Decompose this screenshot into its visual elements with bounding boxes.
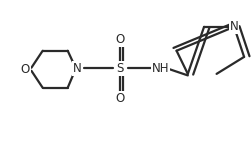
Text: O: O	[20, 63, 30, 76]
Text: N: N	[73, 62, 82, 75]
Text: O: O	[115, 92, 124, 105]
Text: O: O	[115, 33, 124, 46]
Text: N: N	[229, 20, 238, 33]
Text: S: S	[116, 62, 123, 75]
Text: NH: NH	[151, 62, 168, 75]
